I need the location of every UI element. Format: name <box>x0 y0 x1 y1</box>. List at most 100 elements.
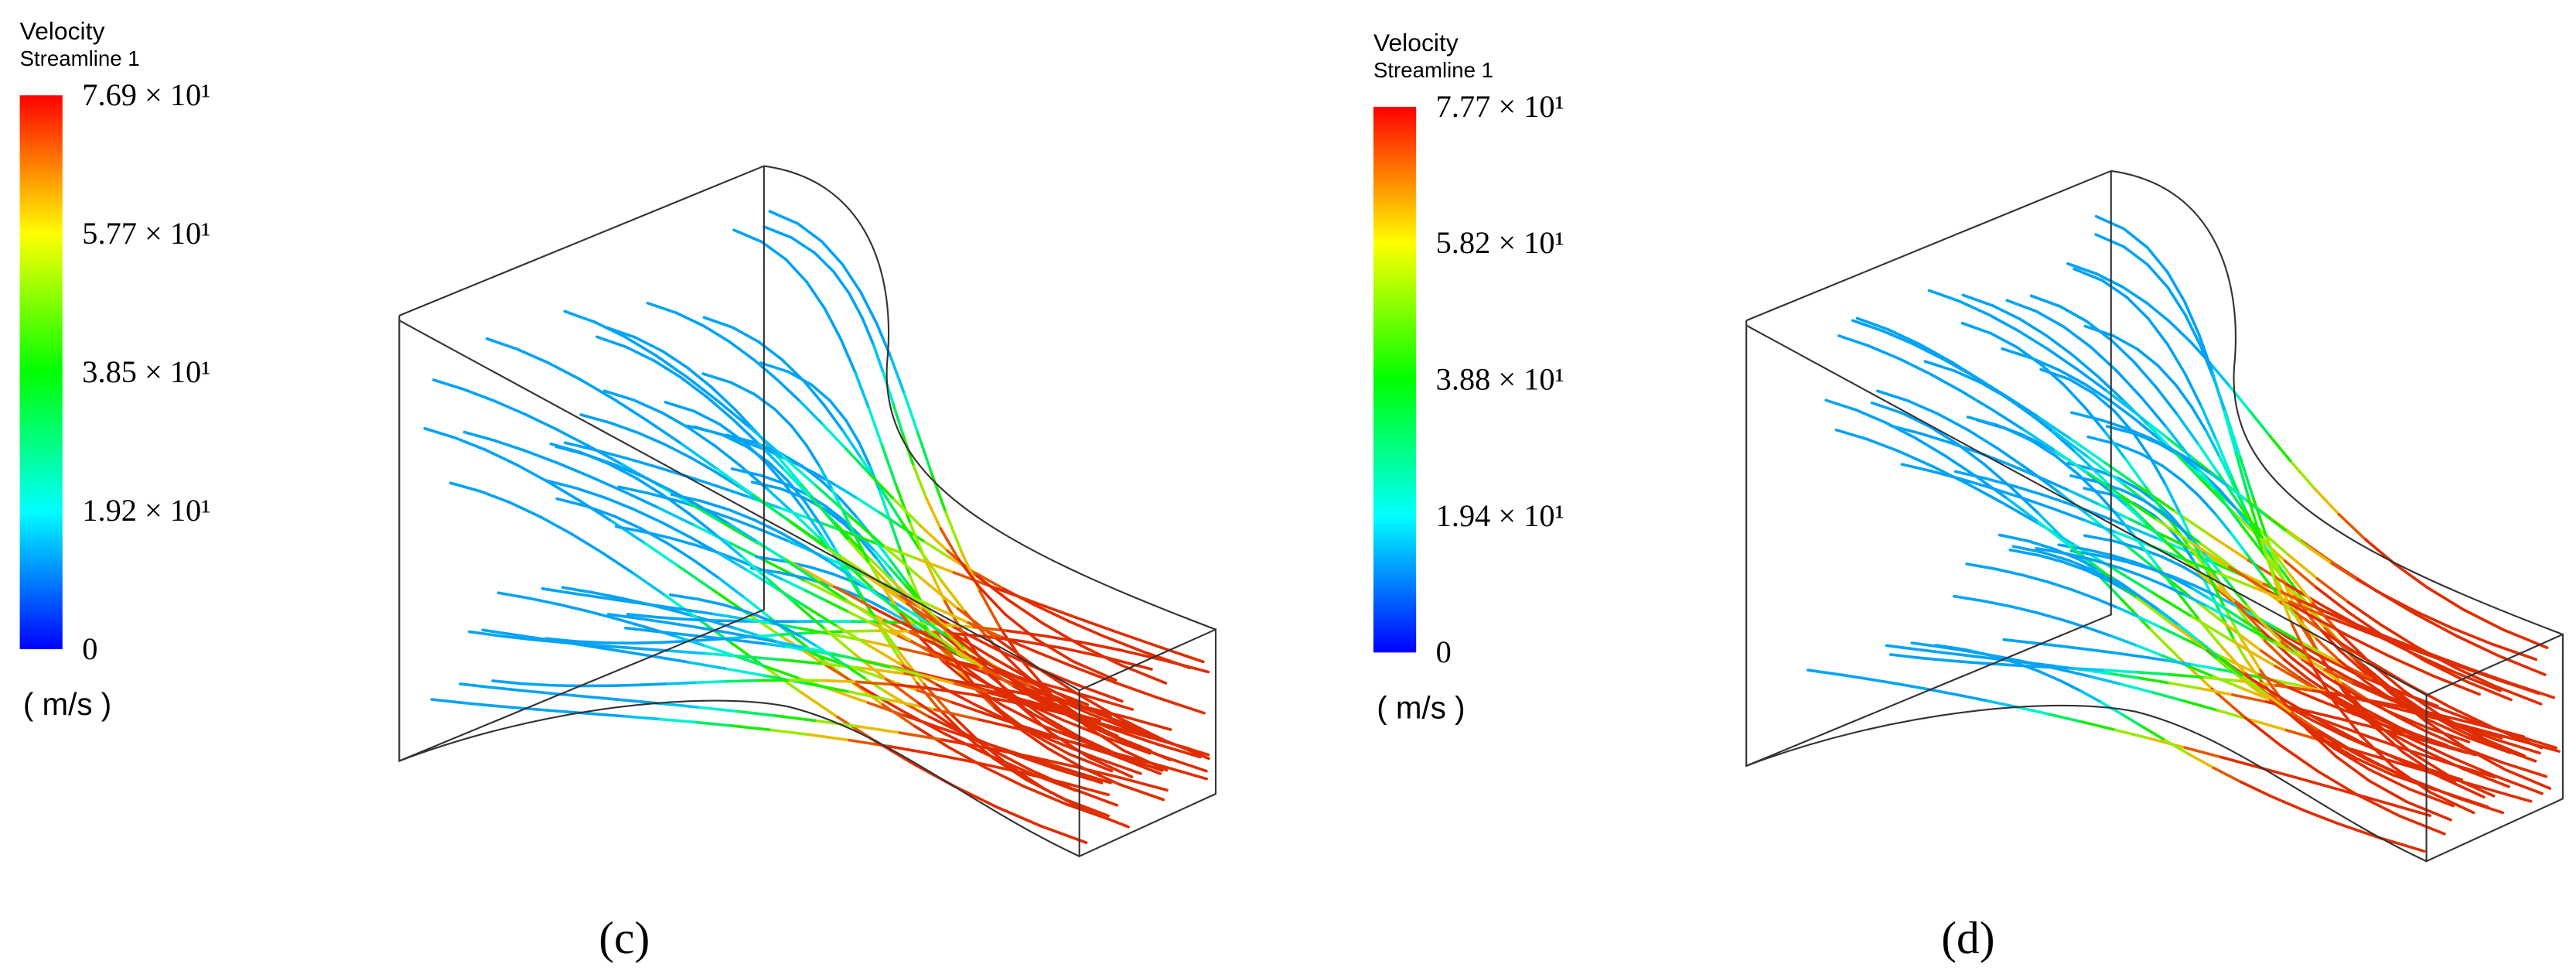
streamline-segment <box>1957 299 1991 316</box>
streamline-segment <box>578 499 613 523</box>
streamline-segment <box>597 644 635 650</box>
streamline-segment <box>2151 691 2186 703</box>
streamline-segment <box>1965 562 1998 571</box>
streamline-segment <box>2338 822 2382 839</box>
streamline-segment <box>589 475 626 494</box>
streamline-segment <box>2240 686 2272 702</box>
streamline-segment <box>942 660 973 686</box>
streamline-segment <box>614 525 647 534</box>
streamline-segment <box>2017 706 2052 716</box>
streamline-segment <box>806 682 851 693</box>
streamline-segment <box>2051 429 2090 460</box>
streamline-segment <box>945 660 984 683</box>
streamline-segment <box>889 559 909 584</box>
streamline-segment <box>888 566 907 587</box>
streamline-segment <box>977 718 1025 732</box>
streamline-segment <box>2083 487 2114 497</box>
streamline-segment <box>953 658 978 689</box>
streamline-segment <box>947 679 982 690</box>
streamline-segment <box>520 682 554 687</box>
streamline-segment <box>2290 711 2321 733</box>
streamline-segment <box>996 667 1044 689</box>
streamline-segment <box>2121 541 2158 571</box>
streamline-segment <box>493 439 528 453</box>
streamline-segment <box>2238 455 2255 499</box>
streamline-segment <box>714 444 743 468</box>
streamline-segment <box>2315 638 2341 662</box>
streamline-segment <box>2284 703 2315 723</box>
streamline-segment <box>459 682 493 689</box>
streamline-segment <box>847 610 875 626</box>
streamline-segment <box>2138 546 2164 559</box>
streamline-segment <box>2415 610 2454 630</box>
streamline-segment <box>697 597 725 607</box>
streamline-segment <box>612 515 643 531</box>
streamline-segment <box>512 633 548 641</box>
streamline-segment <box>2207 597 2228 611</box>
streamline-segment <box>943 599 967 639</box>
streamline-segment <box>2120 682 2155 694</box>
outline-bottom-curve <box>1745 704 2428 863</box>
streamline-segment <box>926 629 957 651</box>
streamline-segment <box>803 588 828 603</box>
streamline-segment <box>587 444 623 466</box>
streamline-segment <box>2189 459 2212 475</box>
streamline-segment <box>2138 655 2168 662</box>
streamline-segment <box>808 495 838 526</box>
streamline-segment <box>748 426 784 458</box>
streamline-segment <box>1895 682 1929 691</box>
streamline-segment <box>2037 415 2073 442</box>
streamline-segment <box>2144 485 2168 518</box>
streamline-segment <box>844 447 872 476</box>
streamline-segment <box>927 715 957 732</box>
streamline-segment <box>867 407 884 448</box>
streamline-segment <box>856 497 881 515</box>
streamline-segment <box>1906 398 1940 415</box>
streamline-segment <box>872 567 902 598</box>
streamline-segment <box>462 388 496 403</box>
streamline-segment <box>498 634 534 641</box>
streamline-segment <box>2338 658 2366 683</box>
streamline-segment <box>606 613 640 620</box>
streamline-segment <box>2209 573 2237 604</box>
streamline-segment <box>2157 607 2181 627</box>
streamline-segment <box>632 572 667 597</box>
streamline-segment <box>839 337 857 374</box>
streamline-segment <box>2243 673 2285 701</box>
streamline-segment <box>2372 678 2405 695</box>
streamline-segment <box>2432 675 2481 696</box>
streamline-segment <box>2362 656 2408 686</box>
streamline-segment <box>2263 639 2286 662</box>
legend-unit: ( m/s ) <box>23 686 111 722</box>
streamline-segment <box>784 638 825 665</box>
streamline-segment <box>2169 447 2193 463</box>
streamline-segment <box>746 569 778 590</box>
streamline-segment <box>1162 658 1210 674</box>
streamline-segment <box>2058 679 2083 692</box>
streamline-segment <box>633 641 665 644</box>
streamline-segment <box>1060 718 1107 739</box>
streamline-segment <box>2234 451 2250 497</box>
streamline-segment <box>2425 586 2465 611</box>
streamline-segment <box>967 692 1011 703</box>
streamline-segment <box>2155 385 2179 416</box>
streamline-segment <box>489 686 524 692</box>
streamline-segment <box>1885 644 1918 651</box>
streamline-segment <box>2503 768 2552 790</box>
streamline-segment <box>578 643 616 652</box>
streamline-segment <box>2146 263 2170 289</box>
streamline-segment <box>2369 736 2411 752</box>
streamline-segment <box>1974 475 2009 501</box>
streamline-segment <box>2243 716 2282 747</box>
streamline-segment <box>2135 670 2172 676</box>
streamline-segment <box>2071 354 2100 378</box>
streamline-segment <box>664 594 700 621</box>
streamline-segment <box>1870 401 1903 415</box>
streamline-segment <box>868 472 896 501</box>
streamline-segment <box>750 480 782 491</box>
streamline-segment <box>2148 627 2182 661</box>
streamline-segment <box>2110 338 2136 364</box>
streamline-segment <box>668 593 701 601</box>
streamline-segment <box>2021 573 2049 583</box>
streamline-segment <box>2010 487 2040 515</box>
